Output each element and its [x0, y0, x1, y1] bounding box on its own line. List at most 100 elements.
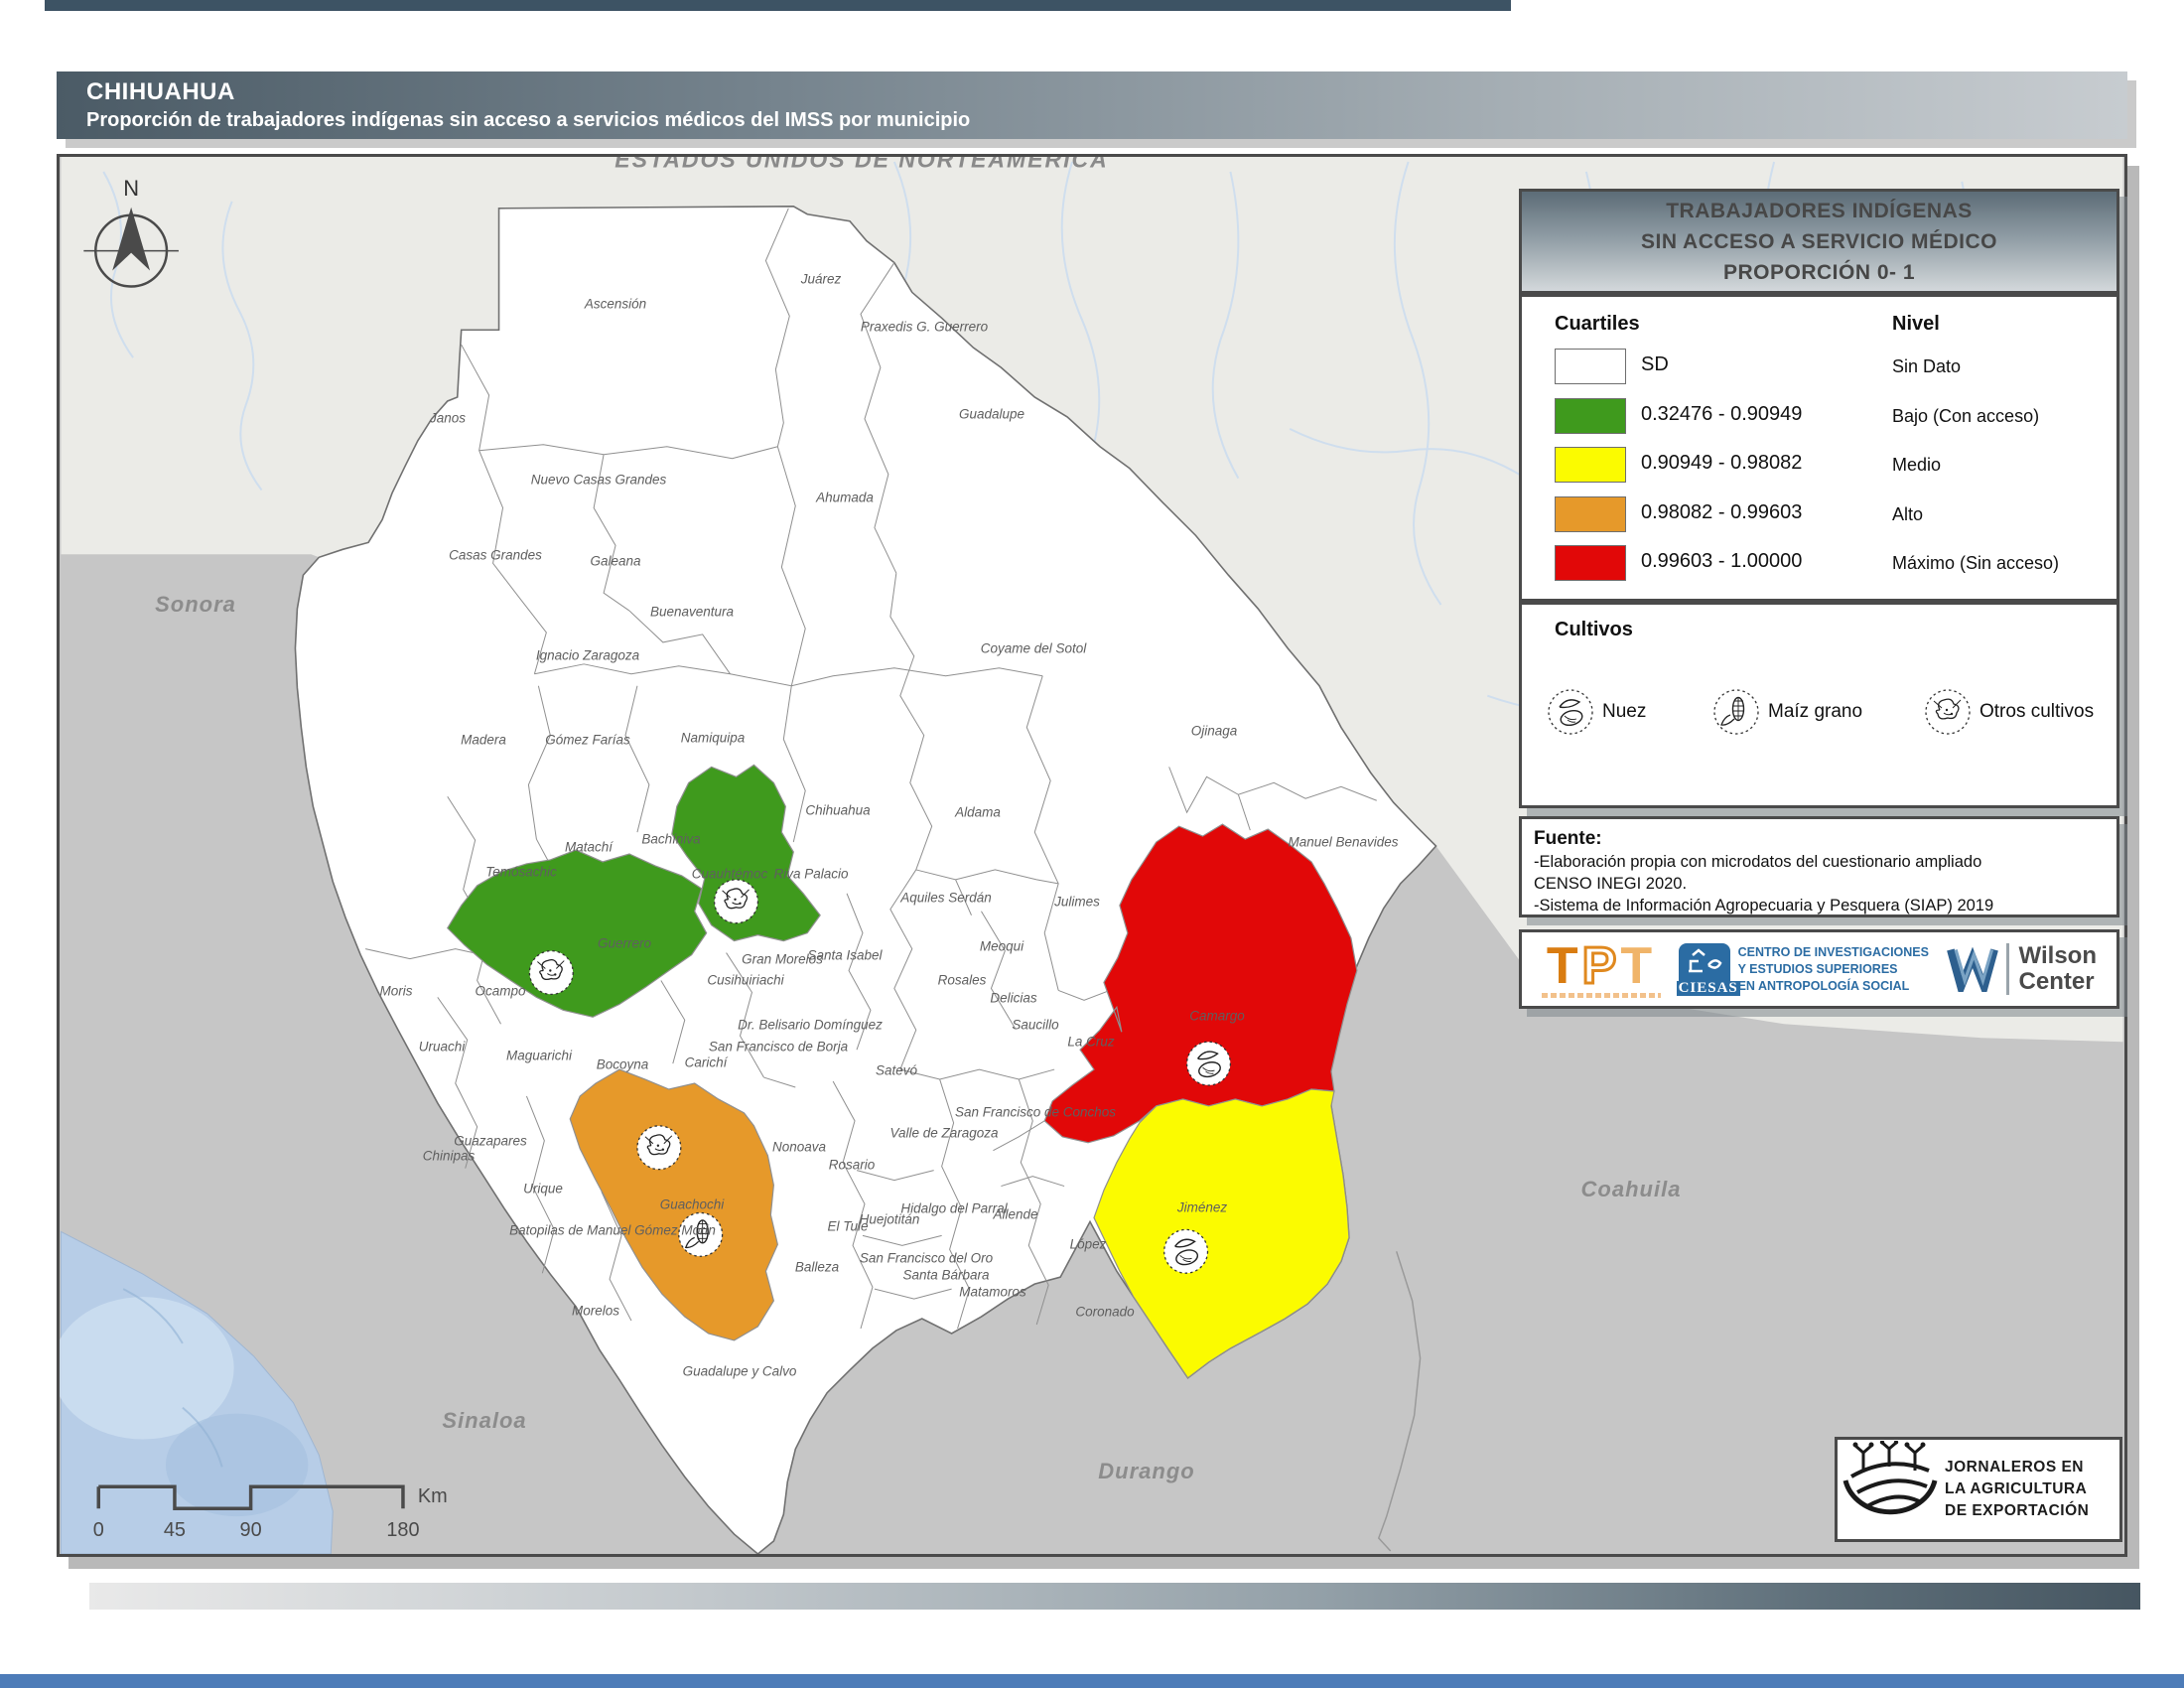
legend-title-line: SIN ACCESO A SERVICIO MÉDICO	[1641, 226, 1997, 257]
municipality-label: Julimes	[1054, 895, 1100, 910]
municipality-label: Coyame del Sotol	[981, 641, 1087, 656]
municipality-label: Janos	[430, 411, 466, 426]
municipality-label: Gran Morelos	[742, 952, 823, 967]
page-title: CHIHUAHUA	[86, 77, 2127, 107]
legend-row: 0.32476 - 0.90949Bajo (Con acceso)	[1522, 398, 2116, 434]
state-label: Durango	[1098, 1459, 1194, 1484]
legend-swatch	[1555, 496, 1626, 532]
wilson-center-logo: WilsonCenter	[1947, 943, 2097, 995]
legend-row: 0.99603 - 1.00000Máximo (Sin acceso)	[1522, 545, 2116, 581]
municipality-label: San Francisco de Borja	[709, 1040, 848, 1055]
legend-cultivos-box: Cultivos Nuez Maíz grano Otros cultivos	[1519, 602, 2119, 808]
municipality-label: Uruachi	[419, 1040, 466, 1055]
municipality-label: San Francisco del Oro	[860, 1251, 993, 1266]
source-line: CENSO INEGI 2020.	[1534, 873, 2105, 895]
municipality-label: Buenaventura	[650, 605, 734, 620]
jornaleros-text-line: JORNALEROS EN	[1945, 1457, 2089, 1478]
legend-range: 0.98082 - 0.99603	[1641, 501, 1802, 524]
municipality-label: Guerrero	[598, 936, 651, 951]
municipality-label: Madera	[461, 733, 506, 748]
cultivo-item: Maíz grano	[1712, 686, 1862, 738]
otros-icon	[1924, 688, 1972, 736]
municipality-label: Namiquipa	[681, 731, 746, 746]
municipality-label: Hidalgo del Parral	[900, 1201, 1007, 1216]
cultivos-title: Cultivos	[1555, 619, 1633, 641]
maiz-icon	[1712, 688, 1760, 736]
state-label: Sinaloa	[442, 1408, 526, 1434]
municipality-label: Cuauhtémoc	[692, 867, 768, 882]
legend-range: 0.90949 - 0.98082	[1641, 452, 1802, 475]
municipality-label: Temósachic	[485, 865, 557, 880]
municipality-label: Dr. Belisario Domínguez	[738, 1018, 883, 1033]
bottom-blue-bar	[0, 1674, 2184, 1688]
map-title-bar: CHIHUAHUA Proporción de trabajadores ind…	[57, 71, 2127, 139]
municipality-label: Maguarichi	[506, 1049, 572, 1063]
cultivo-label: Otros cultivos	[1979, 701, 2094, 723]
tpt-logo: TPT	[1542, 941, 1661, 998]
jornaleros-text: JORNALEROS ENLA AGRICULTURADE EXPORTACIÓ…	[1945, 1457, 2089, 1522]
ciesas-text-line: CENTRO DE INVESTIGACIONES	[1738, 944, 1929, 961]
municipality-label: Praxedis G. Guerrero	[861, 320, 988, 335]
municipality-label: Guachochi	[660, 1197, 725, 1212]
bottom-gradient-strip	[89, 1583, 2140, 1610]
country-label: ESTADOS UNIDOS DE NORTEAMÉRICA	[614, 154, 1108, 174]
page-subtitle: Proporción de trabajadores indígenas sin…	[86, 107, 2127, 133]
municipality-label: Casas Grandes	[449, 548, 542, 563]
municipality-label: El Tule	[827, 1219, 868, 1234]
legend-level: Alto	[1892, 504, 1923, 525]
legend-title-line: PROPORCIÓN 0- 1	[1723, 257, 1915, 288]
municipality-label: Allende	[993, 1207, 1037, 1222]
municipality-label: Guadalupe y Calvo	[683, 1364, 797, 1379]
municipality-label: Santa Isabel	[807, 948, 882, 963]
municipality-label: Jiménez	[1177, 1200, 1227, 1215]
municipality-label: Ignacio Zaragoza	[536, 648, 639, 663]
ciesas-text-line: EN ANTROPOLOGÍA SOCIAL	[1738, 978, 1929, 995]
legend-col-cuartiles: Cuartiles	[1555, 313, 1640, 336]
legend-quartiles-box: Cuartiles Nivel SDSin Dato 0.32476 - 0.90…	[1519, 294, 2119, 602]
municipality-label: Morelos	[572, 1304, 619, 1319]
source-line: -Sistema de Información Agropecuaria y P…	[1534, 895, 2105, 916]
municipality-label: Matachí	[565, 840, 613, 855]
municipality-label: Rosario	[829, 1158, 876, 1173]
municipality-label: Santa Bárbara	[902, 1268, 989, 1283]
municipality-label: Huejotitán	[860, 1212, 920, 1227]
legend-logos-box: TPT CIESAS CENTRO DE INVESTIGACIONESY ES…	[1519, 929, 2119, 1009]
municipality-label: Chihuahua	[805, 803, 870, 818]
municipality-label: Matamoros	[959, 1285, 1026, 1300]
legend-swatch	[1555, 398, 1626, 434]
municipality-label: Moris	[380, 984, 413, 999]
field-rows-icon	[1838, 1441, 1941, 1538]
legend-level: Sin Dato	[1892, 356, 1961, 377]
cultivo-item: Otros cultivos	[1924, 686, 2094, 738]
legend-range: 0.99603 - 1.00000	[1641, 550, 1802, 573]
cultivo-item: Nuez	[1547, 686, 1646, 738]
municipality-label: Ahumada	[816, 491, 874, 505]
state-label: Coahuila	[1581, 1177, 1682, 1202]
municipality-label: Guadalupe	[959, 407, 1024, 422]
municipality-label: López	[1070, 1237, 1107, 1252]
wilson-w-icon	[1947, 946, 1998, 992]
source-title: Fuente:	[1534, 827, 2105, 851]
municipality-label: Saucillo	[1012, 1018, 1058, 1033]
legend-col-nivel: Nivel	[1892, 313, 1940, 336]
top-decorative-strip	[45, 0, 1511, 11]
jornaleros-text-line: LA AGRICULTURA	[1945, 1478, 2089, 1500]
nuez-icon	[1547, 688, 1594, 736]
municipality-label: Coronado	[1075, 1305, 1134, 1320]
municipality-label: Rosales	[938, 973, 987, 988]
municipality-label: Chinipas	[423, 1149, 476, 1164]
municipality-label: Gómez Farías	[545, 733, 630, 748]
legend-row: 0.98082 - 0.99603 Alto	[1522, 496, 2116, 532]
wilson-text-line: Wilson	[2019, 943, 2097, 969]
legend-range: 0.32476 - 0.90949	[1641, 403, 1802, 426]
legend-level: Medio	[1892, 455, 1941, 476]
municipality-label: Ojinaga	[1191, 724, 1238, 739]
municipality-label: Guazapares	[454, 1134, 527, 1149]
legend-row: SDSin Dato	[1522, 349, 2116, 384]
ciesas-logo: CIESAS CENTRO DE INVESTIGACIONESY ESTUDI…	[1679, 943, 1929, 995]
municipality-label: Valle de Zaragoza	[889, 1126, 998, 1141]
ciesas-text-line: Y ESTUDIOS SUPERIORES	[1738, 961, 1929, 978]
legend-title-line: TRABAJADORES INDÍGENAS	[1666, 196, 1973, 226]
municipality-label: Galeana	[590, 554, 640, 569]
legend-row: 0.90949 - 0.98082 Medio	[1522, 447, 2116, 483]
